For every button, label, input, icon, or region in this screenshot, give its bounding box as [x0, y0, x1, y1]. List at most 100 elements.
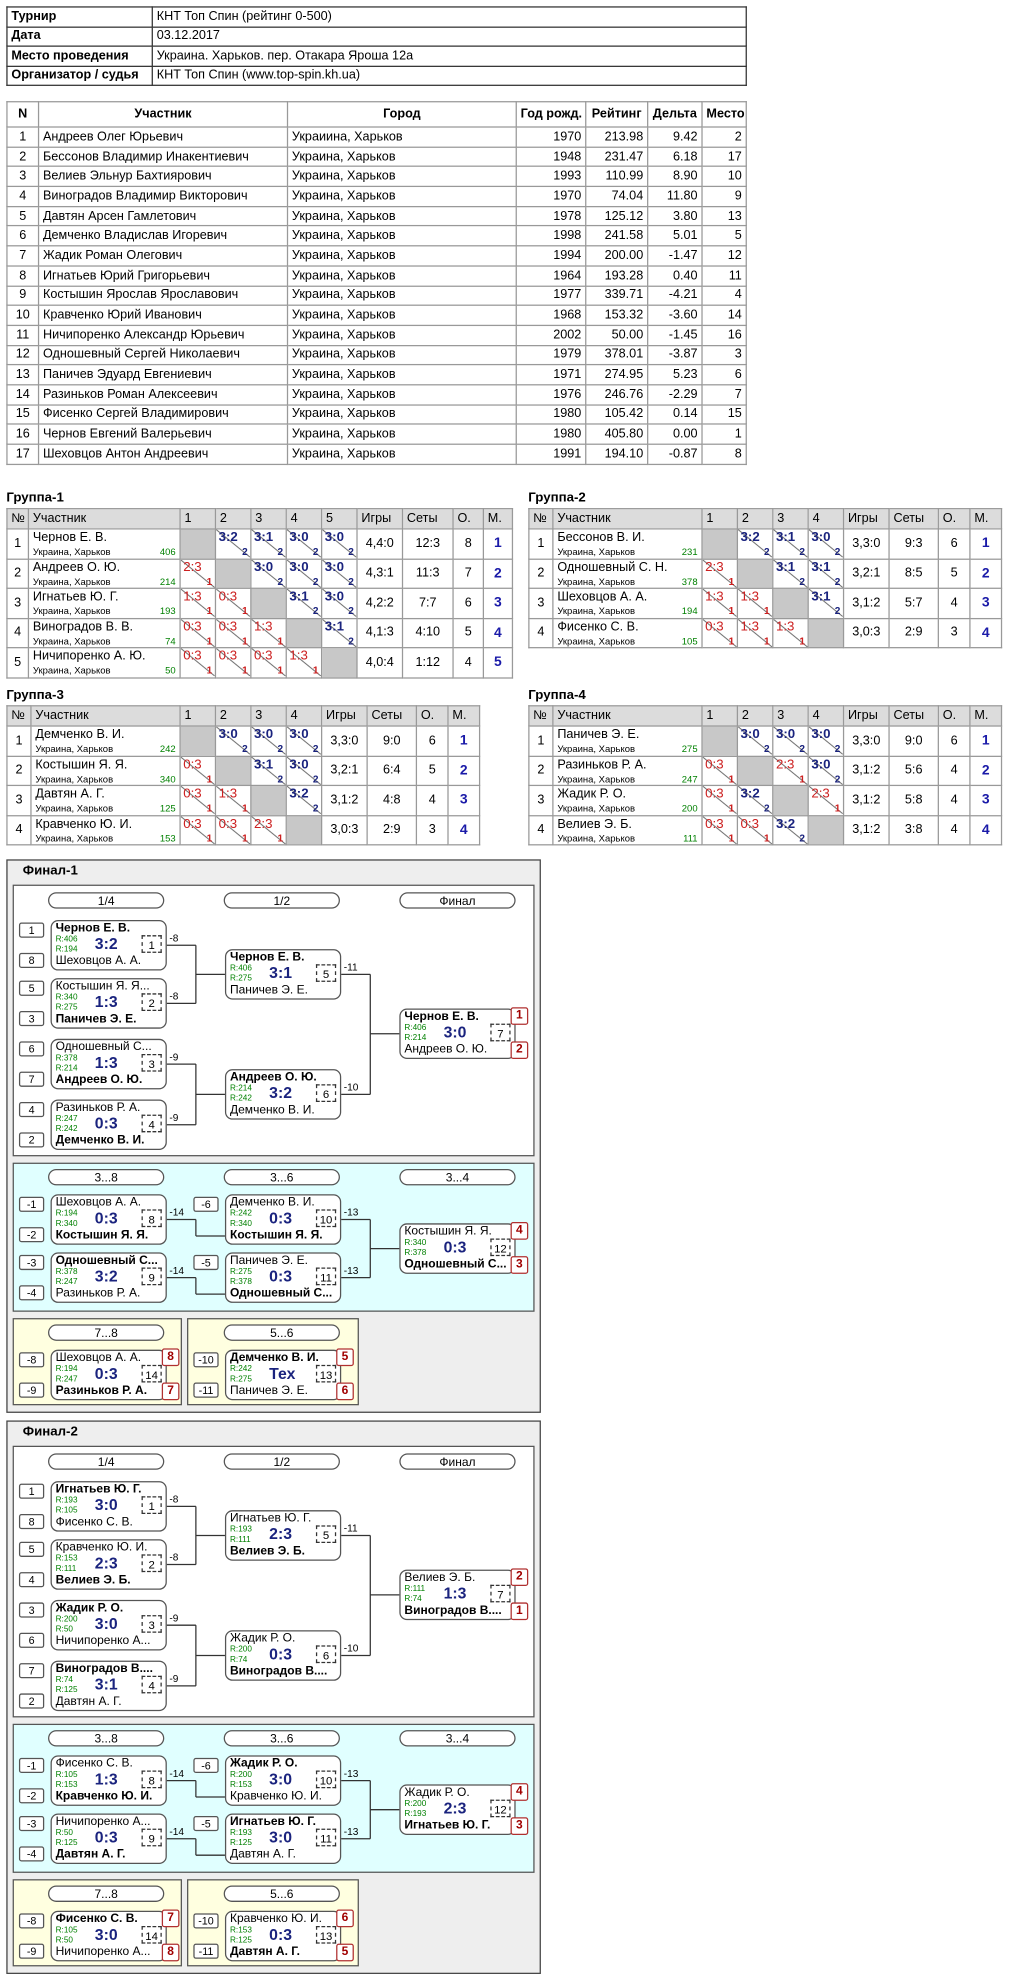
- rating-1: R:111: [404, 1584, 426, 1594]
- points: 1: [277, 832, 284, 844]
- score: 1:3: [94, 993, 118, 1011]
- games: 4,0:4: [356, 647, 404, 678]
- place: 1: [969, 725, 1003, 757]
- final-place: 1: [510, 1007, 529, 1025]
- player-2: Андреев О. Ю.: [55, 1072, 143, 1087]
- score-box: 1:3 1: [287, 648, 321, 677]
- match: Кравченко Ю. И. R:153 2:3 R:111 Велиев Э. Б.…: [50, 1539, 167, 1590]
- score-box: 2:3 1: [809, 786, 843, 814]
- points: 2: [348, 635, 354, 647]
- player-cell: 1993: [515, 166, 587, 188]
- score-box: 0:3 1: [252, 648, 285, 677]
- points: 1: [728, 802, 735, 815]
- score-cell: 2:3 1: [179, 557, 217, 589]
- player-cell: 1994: [515, 245, 587, 267]
- rating-2: R:275: [55, 1003, 78, 1013]
- info-value: Украина. Харьков. пер. Отакара Яроша 12а: [151, 45, 747, 67]
- match: Паничев Э. Е. R:275 0:3 R:378 Одношевный С..…: [224, 1252, 342, 1303]
- group-table: № Участник 1 2 3 4 Игры Сеты О. М. 1 Демченко В. И.…: [6, 705, 481, 846]
- place: 3: [482, 587, 514, 619]
- rating-2: R:105: [55, 1506, 78, 1516]
- sets: 2:9: [366, 814, 418, 846]
- player-2: Виноградов В....: [404, 1603, 502, 1618]
- match-number: 9: [141, 1267, 162, 1286]
- score: 1:3: [289, 648, 308, 664]
- score-box: 3:0 2: [287, 756, 321, 785]
- score: 1:3: [705, 589, 724, 605]
- group-table: № Участник 1 2 3 4 Игры Сеты О. М. 1 Паничев Э. Е. У…: [528, 705, 1003, 846]
- rating-1: R:275: [230, 1267, 252, 1277]
- score: 1:3: [94, 1770, 118, 1789]
- loser-goes: -13: [343, 1767, 359, 1780]
- points: 2: [277, 546, 284, 558]
- participant: Андреев О. Ю. Украина, Харьков 214: [27, 557, 181, 589]
- participant-box: Демченко В. И. Украина, Харьков 242: [34, 727, 177, 754]
- participant-box: Фисенко С. В. Украина, Харьков 105: [556, 619, 699, 646]
- group-row: 2 Одношевный С. Н. Украина, Харьков 378 2:3 1…: [528, 557, 1003, 589]
- points: 2: [312, 546, 319, 558]
- points: 1: [763, 605, 770, 618]
- player-cell: Кравченко Юрий Иванович: [37, 304, 289, 326]
- player-cell: Украина, Харьков: [286, 324, 517, 346]
- row-number: 1: [6, 528, 30, 560]
- score: 0:3: [218, 589, 238, 605]
- points-total: 6: [415, 725, 449, 757]
- city: Украина, Харьков: [557, 743, 636, 755]
- seed: -3: [18, 1254, 45, 1271]
- row-number: 2: [528, 755, 554, 787]
- seed: 5: [18, 980, 45, 996]
- place: 4: [447, 814, 481, 846]
- name: Демченко В. И.: [35, 728, 125, 743]
- score: 3:1: [254, 756, 274, 772]
- points: 2: [277, 575, 284, 588]
- place: 5: [482, 647, 514, 678]
- score-cell: [772, 587, 809, 619]
- player-cell: Игнатьев Юрий Григорьевич: [37, 265, 289, 287]
- score: 0:3: [705, 816, 724, 832]
- loser-goes: -10: [343, 1642, 359, 1655]
- points-total: 5: [452, 617, 485, 649]
- match: Костышин Я. Я. R:340 0:3 R:378 Одношевный С.…: [399, 1223, 516, 1274]
- player-cell: Костышин Ярослав Ярославович: [37, 284, 289, 307]
- player-1: Чернов Е. В.: [55, 921, 131, 936]
- points-total: 3: [937, 617, 971, 649]
- sets: 9:0: [888, 725, 939, 757]
- points: 1: [799, 635, 806, 647]
- player-cell: 17: [701, 146, 747, 168]
- score-box: 3:2 2: [287, 786, 321, 814]
- score-cell: [736, 755, 774, 787]
- score-box: 3:1 2: [252, 530, 285, 558]
- player-cell: 3: [6, 166, 40, 188]
- seed: 8: [18, 952, 45, 969]
- match-number: 8: [141, 1770, 162, 1789]
- loser-goes: -9: [169, 1673, 179, 1685]
- score-cell: [701, 725, 739, 757]
- match-number: 8: [141, 1209, 162, 1228]
- player-cell: 6: [701, 364, 747, 386]
- score-cell: 3:2 2: [285, 784, 323, 816]
- rating-2: R:214: [404, 1033, 427, 1043]
- points: 2: [312, 605, 319, 618]
- player-cell: Велиев Эльнур Бахтиярович: [37, 166, 289, 188]
- sets: 1:12: [401, 647, 454, 678]
- name: Игнатьев Ю. Г.: [32, 590, 119, 605]
- match-number: 1: [141, 935, 162, 953]
- city: Украина, Харьков: [32, 665, 111, 677]
- rating-2: R:214: [55, 1064, 78, 1073]
- points: 2: [834, 575, 841, 588]
- score: 1:3: [443, 1584, 467, 1603]
- points: 1: [277, 635, 284, 647]
- points-total: 5: [937, 557, 971, 589]
- player-cell: 1980: [515, 403, 587, 426]
- round-label: 3...6: [223, 1730, 340, 1747]
- games: 3,3:0: [842, 528, 890, 560]
- participant-box: Жадик Р. О. Украина, Харьков 200: [556, 787, 699, 814]
- participant: Игнатьев Ю. Г. Украина, Харьков 193: [27, 587, 181, 619]
- rating-1: R:340: [55, 993, 78, 1003]
- column-header: М.: [969, 705, 1003, 727]
- final-place: 5: [336, 1348, 354, 1367]
- player-cell: 1970: [515, 185, 587, 207]
- score: 0:3: [94, 1209, 118, 1228]
- player-2: Паничев Э. Е.: [230, 1383, 308, 1398]
